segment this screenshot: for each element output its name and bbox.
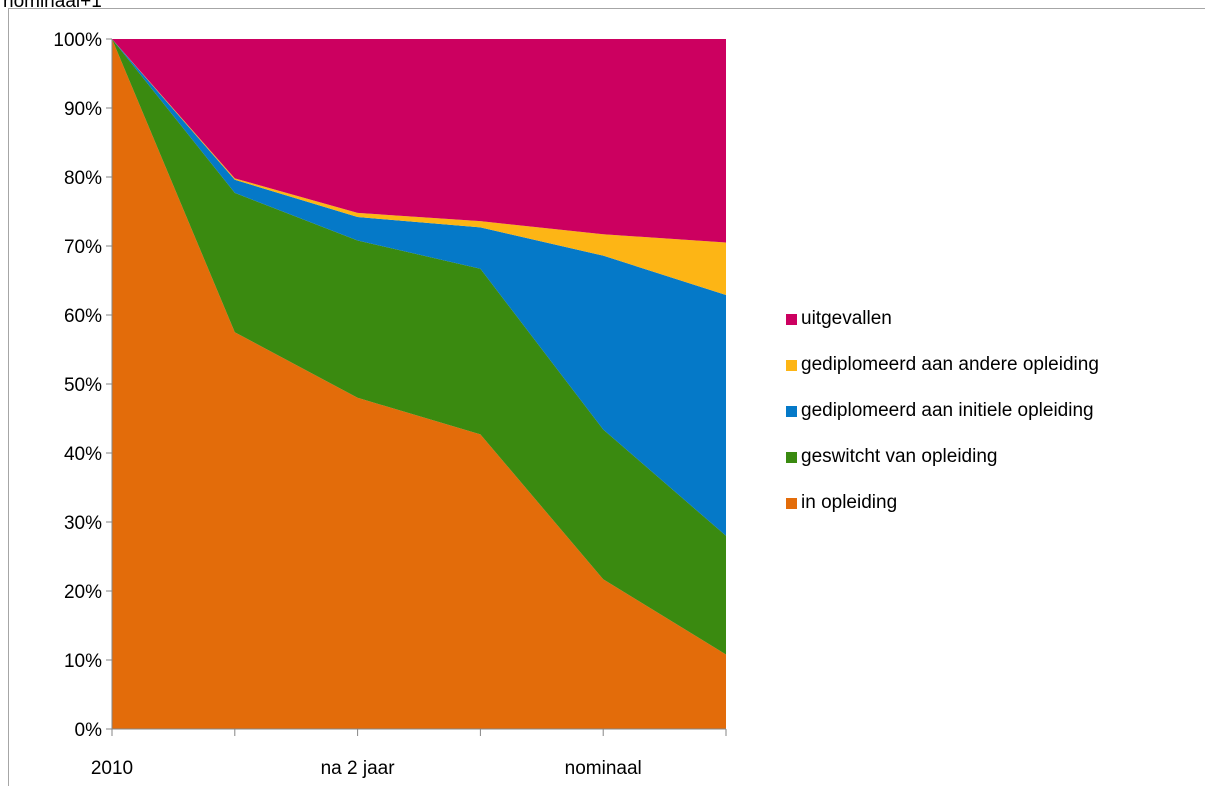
area-gediplomeerd-aan-initiele-opleiding [112,39,726,536]
x-tick-label: nominaal [565,758,642,779]
legend-item-uitgevallen: uitgevallen [786,296,1099,342]
x-tick-label: na 2 jaar [321,758,396,779]
axes-group: 0% 10% 20% 30% 40% 50% 60% 70% 80% 90% 100% 2010 na … [53,30,727,779]
legend-swatch [786,313,797,325]
legend-item-gediplomeerd-aan-initiele-opleiding: gediplomeerd aan initiele opleiding [786,388,1099,434]
legend-swatch [786,451,797,463]
y-tick-label: 100% [53,30,102,51]
legend-label: in opleiding [801,492,898,513]
y-tick-label: 20% [64,582,102,603]
legend-swatch [786,497,797,509]
y-tick-label: 30% [64,513,102,534]
y-tick-label: 90% [64,99,102,120]
area-gediplomeerd-aan-andere-opleiding [112,39,726,295]
chart-title-cropped: nominaal+1 [3,0,102,12]
x-tick-label: 2010 [91,758,133,779]
legend-label: gediplomeerd aan andere opleiding [801,354,1099,375]
area-in-opleiding [112,39,726,729]
area-geswitcht-van-opleiding [112,39,726,655]
area-series-group [112,39,726,729]
y-tick-label: 40% [64,444,102,465]
legend-label: uitgevallen [801,308,892,329]
area-uitgevallen [112,39,726,243]
legend-item-geswitcht-van-opleiding: geswitcht van opleiding [786,434,1099,480]
legend-item-in-opleiding: in opleiding [786,480,1099,526]
y-tick-label: 80% [64,168,102,189]
y-tick-label: 10% [64,651,102,672]
legend-swatch [786,359,797,371]
y-tick-label: 60% [64,306,102,327]
y-tick-label: 70% [64,237,102,258]
chart-legend: uitgevallen gediplomeerd aan andere oplei… [786,296,1099,526]
chart-frame [8,8,1205,786]
legend-item-gediplomeerd-aan-andere-opleiding: gediplomeerd aan andere opleiding [786,342,1099,388]
y-tick-label: 0% [75,720,103,741]
y-tick-label: 50% [64,375,102,396]
legend-swatch [786,405,797,417]
legend-label: gediplomeerd aan initiele opleiding [801,400,1094,421]
legend-label: geswitcht van opleiding [801,446,998,467]
